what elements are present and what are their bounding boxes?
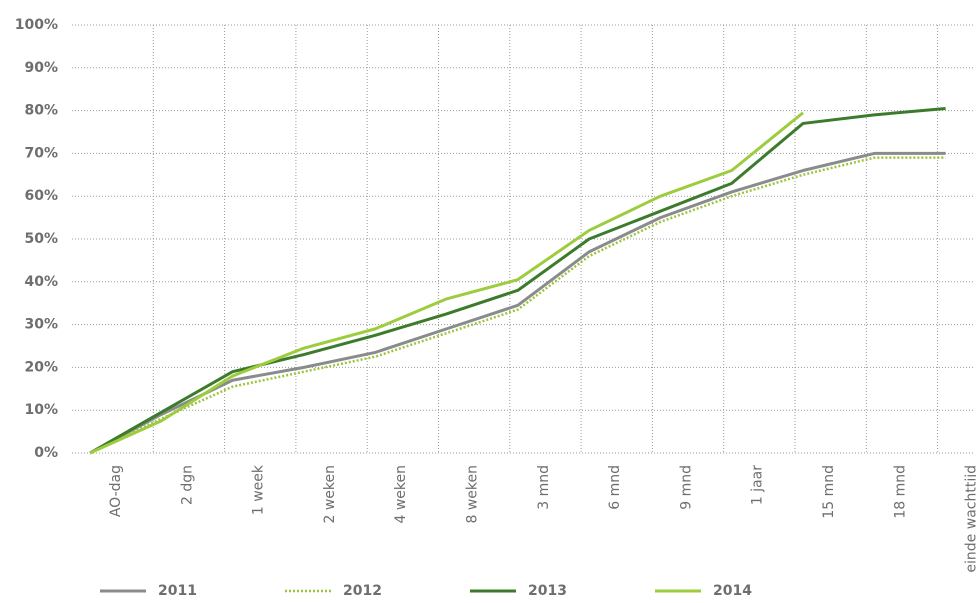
y-tick-label: 30% [24, 317, 58, 333]
y-tick-label: 50% [24, 231, 58, 247]
x-tick-label: einde wachttijd [964, 465, 976, 573]
x-tick-label: 2 weken [322, 465, 338, 524]
x-tick-label: 3 mnd [536, 465, 552, 510]
x-tick-label: 4 weken [393, 465, 409, 524]
x-tick-label: 1 jaar [750, 465, 766, 505]
legend-label: 2014 [713, 583, 752, 599]
x-tick-label: 18 mnd [892, 465, 908, 519]
y-tick-label: 100% [15, 17, 58, 33]
y-tick-label: 70% [24, 145, 58, 161]
series-line [89, 111, 804, 455]
legend-label: 2011 [158, 583, 197, 599]
y-tick-label: 0% [34, 445, 58, 461]
legend-label: 2013 [528, 583, 567, 599]
x-tick-label: 1 week [251, 464, 267, 515]
x-tick-label: 8 weken [465, 465, 481, 524]
x-tick-label: 6 mnd [607, 465, 623, 510]
x-tick-label: AO-dag [108, 465, 124, 517]
x-tick-label: 15 mnd [821, 465, 837, 519]
series-line [89, 106, 946, 455]
y-tick-label: 60% [24, 188, 58, 204]
y-tick-label: 10% [24, 402, 58, 418]
y-tick-label: 40% [24, 274, 58, 290]
y-tick-label: 20% [24, 359, 58, 375]
series-line [89, 156, 946, 455]
series-line [89, 151, 946, 455]
y-tick-label: 90% [24, 60, 58, 76]
legend-label: 2012 [343, 583, 382, 599]
y-tick-label: 80% [24, 103, 58, 119]
x-tick-label: 9 mnd [678, 465, 694, 510]
x-tick-label: 2 dgn [179, 465, 195, 505]
